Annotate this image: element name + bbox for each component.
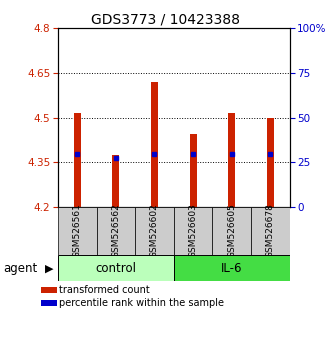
Bar — [190, 134, 197, 207]
Text: control: control — [95, 262, 136, 275]
Text: transformed count: transformed count — [59, 285, 150, 295]
Bar — [74, 113, 81, 207]
Bar — [267, 118, 274, 207]
Text: GDS3773 / 10423388: GDS3773 / 10423388 — [91, 12, 240, 27]
Text: agent: agent — [3, 262, 37, 275]
Text: GSM526603: GSM526603 — [189, 204, 198, 258]
Bar — [58, 255, 174, 281]
Bar — [41, 301, 57, 306]
Bar — [251, 207, 290, 255]
Bar — [58, 207, 97, 255]
Bar — [151, 82, 158, 207]
Text: GSM526678: GSM526678 — [266, 204, 275, 258]
Text: GSM526562: GSM526562 — [111, 204, 120, 258]
Bar — [41, 287, 57, 292]
Text: GSM526561: GSM526561 — [73, 204, 82, 258]
Text: ▶: ▶ — [45, 263, 53, 273]
Text: IL-6: IL-6 — [221, 262, 242, 275]
Text: GSM526605: GSM526605 — [227, 204, 236, 258]
Text: percentile rank within the sample: percentile rank within the sample — [59, 298, 224, 308]
Bar — [213, 207, 251, 255]
Bar — [174, 207, 213, 255]
Text: GSM526602: GSM526602 — [150, 204, 159, 258]
Bar — [228, 113, 235, 207]
Bar — [174, 255, 290, 281]
Bar — [97, 207, 135, 255]
Bar — [135, 207, 174, 255]
Bar — [112, 155, 119, 207]
